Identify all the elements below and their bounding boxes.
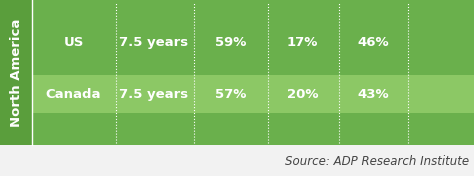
- Text: 46%: 46%: [357, 36, 389, 49]
- Bar: [32, 75, 474, 113]
- Bar: [0, 145, 474, 176]
- Text: North America: North America: [9, 18, 23, 127]
- Text: 59%: 59%: [215, 36, 246, 49]
- Text: US: US: [64, 36, 83, 49]
- Text: Canada: Canada: [46, 88, 101, 101]
- Bar: [0, 0, 474, 145]
- Text: 57%: 57%: [215, 88, 246, 101]
- Text: 20%: 20%: [287, 88, 318, 101]
- Text: 17%: 17%: [287, 36, 318, 49]
- Bar: [0, 0, 32, 145]
- Text: 7.5 years: 7.5 years: [119, 88, 189, 101]
- Text: Source: ADP Research Institute: Source: ADP Research Institute: [285, 155, 469, 168]
- Text: 7.5 years: 7.5 years: [119, 36, 189, 49]
- Text: 43%: 43%: [357, 88, 389, 101]
